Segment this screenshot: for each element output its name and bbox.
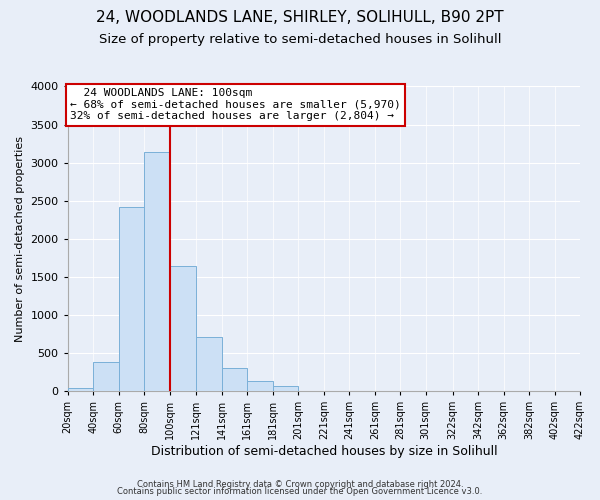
Bar: [93, 362, 119, 390]
Bar: [222, 368, 247, 390]
Bar: [247, 380, 273, 390]
Text: Contains public sector information licensed under the Open Government Licence v3: Contains public sector information licen…: [118, 487, 482, 496]
Text: Contains HM Land Registry data © Crown copyright and database right 2024.: Contains HM Land Registry data © Crown c…: [137, 480, 463, 489]
Text: Size of property relative to semi-detached houses in Solihull: Size of property relative to semi-detach…: [99, 32, 501, 46]
Bar: [144, 152, 170, 390]
Y-axis label: Number of semi-detached properties: Number of semi-detached properties: [15, 136, 25, 342]
Bar: [170, 266, 196, 390]
Bar: [273, 386, 298, 390]
Bar: [196, 338, 222, 390]
X-axis label: Distribution of semi-detached houses by size in Solihull: Distribution of semi-detached houses by …: [151, 444, 497, 458]
Text: 24, WOODLANDS LANE, SHIRLEY, SOLIHULL, B90 2PT: 24, WOODLANDS LANE, SHIRLEY, SOLIHULL, B…: [96, 10, 504, 25]
Bar: [119, 206, 144, 390]
Bar: [68, 388, 93, 390]
Text: 24 WOODLANDS LANE: 100sqm  
← 68% of semi-detached houses are smaller (5,970)
32: 24 WOODLANDS LANE: 100sqm ← 68% of semi-…: [70, 88, 401, 121]
